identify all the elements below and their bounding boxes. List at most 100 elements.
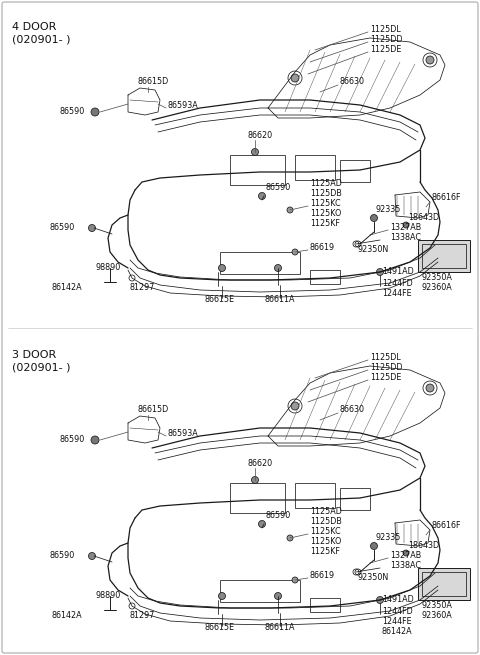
Bar	[340, 488, 370, 510]
Text: (020901- ): (020901- )	[12, 362, 71, 372]
Bar	[310, 270, 340, 284]
Circle shape	[88, 553, 96, 559]
Bar	[422, 572, 466, 596]
Text: 92335: 92335	[375, 206, 400, 214]
Bar	[295, 155, 335, 180]
Text: 1125DB: 1125DB	[310, 189, 342, 198]
Text: 1491AD: 1491AD	[382, 267, 414, 276]
Text: 1244FE: 1244FE	[382, 288, 412, 297]
Circle shape	[275, 593, 281, 599]
Text: 1125DD: 1125DD	[370, 35, 403, 45]
Bar	[230, 155, 285, 185]
Text: 86620: 86620	[248, 132, 273, 141]
Text: 86620: 86620	[248, 460, 273, 468]
Circle shape	[292, 577, 298, 583]
Text: 1125DL: 1125DL	[370, 26, 401, 35]
Text: 86619: 86619	[310, 572, 335, 580]
Circle shape	[275, 265, 281, 272]
Text: 86590: 86590	[60, 436, 85, 445]
Text: 86615E: 86615E	[205, 295, 235, 305]
Text: 81297: 81297	[130, 612, 156, 620]
Text: 98890: 98890	[95, 263, 120, 272]
Circle shape	[371, 214, 377, 221]
Text: 1125DE: 1125DE	[370, 45, 401, 54]
Text: 1125KC: 1125KC	[310, 200, 341, 208]
Circle shape	[252, 476, 259, 483]
Text: 1244FE: 1244FE	[382, 616, 412, 626]
Circle shape	[291, 74, 299, 82]
Text: 86615E: 86615E	[205, 624, 235, 633]
Text: 86611A: 86611A	[265, 624, 295, 633]
Text: 1327AB: 1327AB	[390, 552, 421, 561]
Text: 86619: 86619	[310, 244, 335, 252]
Circle shape	[218, 593, 226, 599]
Text: 81297: 81297	[130, 284, 156, 293]
Text: 86616F: 86616F	[432, 193, 461, 202]
Circle shape	[259, 521, 265, 527]
Bar	[422, 244, 466, 268]
Circle shape	[91, 108, 99, 116]
Text: 1125DB: 1125DB	[310, 517, 342, 527]
Text: 1491AD: 1491AD	[382, 595, 414, 605]
Circle shape	[91, 436, 99, 444]
Text: 86616F: 86616F	[432, 521, 461, 531]
Text: 86630: 86630	[340, 405, 365, 415]
Text: 92335: 92335	[375, 534, 400, 542]
Text: 18643D: 18643D	[408, 214, 439, 223]
Text: 86142A: 86142A	[52, 612, 83, 620]
Circle shape	[376, 597, 384, 603]
Bar	[418, 240, 470, 272]
Text: 1125DL: 1125DL	[370, 354, 401, 362]
Text: 1338AC: 1338AC	[390, 233, 421, 242]
Circle shape	[291, 402, 299, 410]
Text: 1125KO: 1125KO	[310, 210, 341, 219]
Text: 92350A: 92350A	[422, 274, 453, 282]
Bar	[220, 252, 300, 274]
Text: 86611A: 86611A	[265, 295, 295, 305]
Text: 1125AD: 1125AD	[310, 508, 342, 517]
Circle shape	[376, 269, 384, 276]
Text: 86590: 86590	[50, 552, 75, 561]
Circle shape	[403, 550, 409, 556]
Text: 1327AB: 1327AB	[390, 223, 421, 233]
Text: 86615D: 86615D	[138, 77, 169, 86]
Text: 1125KC: 1125KC	[310, 527, 341, 536]
Text: 4 DOOR: 4 DOOR	[12, 22, 56, 32]
Text: 86593A: 86593A	[168, 102, 199, 111]
Text: 86142A: 86142A	[382, 626, 413, 635]
Circle shape	[426, 56, 434, 64]
Text: 1125AD: 1125AD	[310, 179, 342, 189]
Text: 92350N: 92350N	[358, 574, 389, 582]
Text: 92360A: 92360A	[422, 612, 453, 620]
Text: (020901- ): (020901- )	[12, 34, 71, 44]
Circle shape	[259, 193, 265, 200]
Text: 86590: 86590	[60, 107, 85, 117]
Text: 86142A: 86142A	[52, 284, 83, 293]
Circle shape	[403, 222, 409, 228]
Circle shape	[88, 225, 96, 231]
Text: 1125KO: 1125KO	[310, 538, 341, 546]
Text: 98890: 98890	[95, 591, 120, 601]
Text: 1338AC: 1338AC	[390, 561, 421, 571]
Text: 86630: 86630	[340, 77, 365, 86]
Bar	[220, 580, 300, 602]
Text: 1244FD: 1244FD	[382, 607, 413, 616]
Bar	[340, 160, 370, 182]
Text: 18643D: 18643D	[408, 542, 439, 550]
Bar	[418, 568, 470, 600]
Bar	[295, 483, 335, 508]
Text: 1244FD: 1244FD	[382, 278, 413, 288]
Text: 1125KF: 1125KF	[310, 548, 340, 557]
Circle shape	[252, 149, 259, 155]
Text: 86590: 86590	[50, 223, 75, 233]
Text: 92360A: 92360A	[422, 284, 453, 293]
Text: 92350N: 92350N	[358, 246, 389, 255]
Circle shape	[371, 542, 377, 550]
Text: 1125DE: 1125DE	[370, 373, 401, 383]
Circle shape	[287, 207, 293, 213]
Text: 3 DOOR: 3 DOOR	[12, 350, 56, 360]
Circle shape	[287, 535, 293, 541]
Circle shape	[292, 249, 298, 255]
Text: 86593A: 86593A	[168, 430, 199, 438]
Text: 1125DD: 1125DD	[370, 364, 403, 373]
